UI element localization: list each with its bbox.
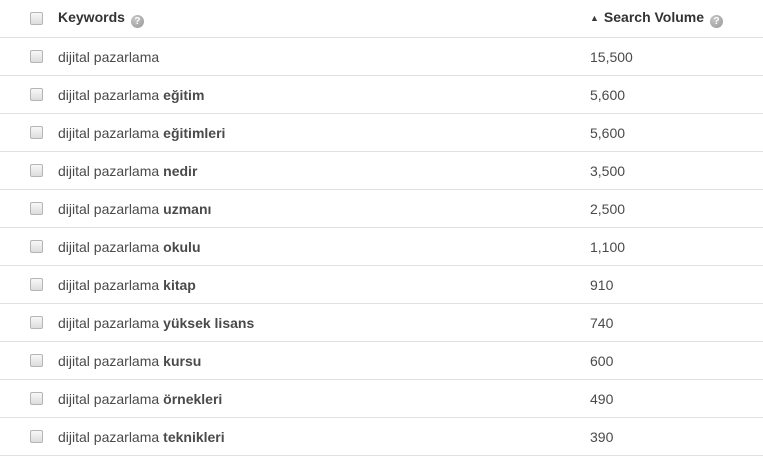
table-row: dijital pazarlama 15,500 bbox=[0, 38, 763, 76]
keyword-cell: dijital pazarlama okulu bbox=[58, 239, 590, 255]
search-volume-help-icon[interactable]: ? bbox=[710, 15, 724, 28]
select-all-checkbox[interactable] bbox=[30, 12, 43, 25]
sort-ascending-icon[interactable]: ▲ bbox=[590, 13, 599, 23]
keyword-base-text: dijital pazarlama bbox=[58, 48, 160, 65]
keyword-bold-text: örnekleri bbox=[163, 390, 223, 407]
table-row: dijital pazarlama yüksek lisans 740 bbox=[0, 304, 763, 342]
keyword-base-text: dijital pazarlama bbox=[58, 390, 160, 407]
table-row: dijital pazarlama uzmanı 2,500 bbox=[0, 190, 763, 228]
search-volume-value: 490 bbox=[590, 390, 614, 407]
keywords-header-label: Keywords bbox=[58, 9, 125, 25]
keywords-column-header[interactable]: Keywords? bbox=[58, 9, 590, 28]
keywords-help-icon[interactable]: ? bbox=[130, 15, 144, 28]
keyword-cell: dijital pazarlama eğitim bbox=[58, 87, 590, 103]
row-checkbox[interactable] bbox=[30, 164, 43, 177]
row-checkbox[interactable] bbox=[30, 354, 43, 367]
search-volume-value: 1,100 bbox=[590, 238, 626, 255]
keyword-base-text: dijital pazarlama bbox=[58, 86, 160, 103]
table-row: dijital pazarlama örnekleri 490 bbox=[0, 380, 763, 418]
keyword-cell: dijital pazarlama örnekleri bbox=[58, 391, 590, 407]
row-checkbox[interactable] bbox=[30, 50, 43, 63]
search-volume-value: 5,600 bbox=[590, 86, 626, 103]
keyword-base-text: dijital pazarlama bbox=[58, 428, 160, 445]
keyword-bold-text: eğitim bbox=[163, 86, 205, 103]
row-checkbox[interactable] bbox=[30, 316, 43, 329]
row-checkbox[interactable] bbox=[30, 126, 43, 139]
row-checkbox[interactable] bbox=[30, 240, 43, 253]
search-volume-value: 390 bbox=[590, 428, 614, 445]
keyword-bold-text: teknikleri bbox=[163, 428, 225, 445]
keyword-base-text: dijital pazarlama bbox=[58, 238, 160, 255]
keyword-base-text: dijital pazarlama bbox=[58, 200, 160, 217]
keyword-cell: dijital pazarlama bbox=[58, 49, 590, 65]
keyword-cell: dijital pazarlama eğitimleri bbox=[58, 125, 590, 141]
search-volume-column-header[interactable]: ▲ Search Volume? bbox=[590, 9, 763, 28]
table-header-row: Keywords? ▲ Search Volume? bbox=[0, 0, 763, 38]
keyword-base-text: dijital pazarlama bbox=[58, 352, 160, 369]
keyword-bold-text: uzmanı bbox=[163, 200, 212, 217]
keyword-base-text: dijital pazarlama bbox=[58, 314, 160, 331]
keyword-cell: dijital pazarlama uzmanı bbox=[58, 201, 590, 217]
table-row: dijital pazarlama eğitimleri 5,600 bbox=[0, 114, 763, 152]
keyword-cell: dijital pazarlama teknikleri bbox=[58, 429, 590, 445]
keyword-base-text: dijital pazarlama bbox=[58, 124, 160, 141]
keyword-bold-text: eğitimleri bbox=[163, 124, 226, 141]
search-volume-value: 2,500 bbox=[590, 200, 626, 217]
table-row: dijital pazarlama teknikleri 390 bbox=[0, 418, 763, 456]
table-row: dijital pazarlama kursu 600 bbox=[0, 342, 763, 380]
row-checkbox[interactable] bbox=[30, 278, 43, 291]
keyword-cell: dijital pazarlama yüksek lisans bbox=[58, 315, 590, 331]
search-volume-value: 5,600 bbox=[590, 124, 626, 141]
table-row: dijital pazarlama eğitim 5,600 bbox=[0, 76, 763, 114]
search-volume-value: 740 bbox=[590, 314, 614, 331]
keyword-cell: dijital pazarlama kitap bbox=[58, 277, 590, 293]
search-volume-value: 3,500 bbox=[590, 162, 626, 179]
keyword-cell: dijital pazarlama kursu bbox=[58, 353, 590, 369]
table-row: dijital pazarlama okulu 1,100 bbox=[0, 228, 763, 266]
search-volume-value: 600 bbox=[590, 352, 614, 369]
keyword-bold-text: kitap bbox=[163, 276, 196, 293]
table-row: dijital pazarlama nedir 3,500 bbox=[0, 152, 763, 190]
row-checkbox[interactable] bbox=[30, 202, 43, 215]
row-checkbox[interactable] bbox=[30, 430, 43, 443]
keyword-bold-text: yüksek lisans bbox=[163, 314, 255, 331]
search-volume-value: 15,500 bbox=[590, 48, 633, 65]
keyword-bold-text: kursu bbox=[163, 352, 202, 369]
row-checkbox[interactable] bbox=[30, 88, 43, 101]
table-row: dijital pazarlama kitap 910 bbox=[0, 266, 763, 304]
keyword-base-text: dijital pazarlama bbox=[58, 162, 160, 179]
keyword-bold-text: okulu bbox=[163, 238, 201, 255]
keyword-base-text: dijital pazarlama bbox=[58, 276, 160, 293]
search-volume-value: 910 bbox=[590, 276, 614, 293]
row-checkbox[interactable] bbox=[30, 392, 43, 405]
keyword-cell: dijital pazarlama nedir bbox=[58, 163, 590, 179]
keyword-bold-text: nedir bbox=[163, 162, 198, 179]
search-volume-header-label: Search Volume bbox=[603, 9, 705, 25]
